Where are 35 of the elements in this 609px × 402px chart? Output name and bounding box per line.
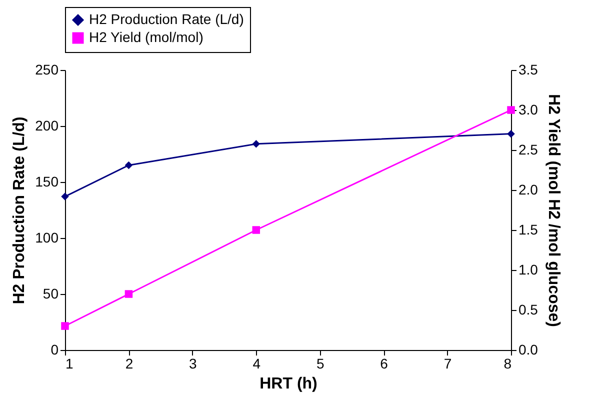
x-axis-title: HRT (h) <box>260 376 318 392</box>
x-tick-label: 1 <box>66 356 74 372</box>
point <box>507 106 515 114</box>
point <box>61 322 69 330</box>
x-tick-label: 8 <box>504 356 512 372</box>
y2-axis-title: H2 Yield (mol H2 /mol glucose) <box>544 94 562 327</box>
legend-label: H2 Yield (mol/mol) <box>89 29 204 45</box>
x-tick-label: 5 <box>316 356 324 372</box>
point <box>124 290 133 298</box>
y-axis-title: H2 Production Rate (L/d) <box>11 116 28 304</box>
y2-tick-label: 2.0 <box>518 182 538 198</box>
y2-tick-label: 1.0 <box>518 262 538 278</box>
y-tick-label: 0 <box>50 342 59 358</box>
point <box>252 140 260 148</box>
x-tick-label: 6 <box>380 356 388 372</box>
y2-tick-label: 0.5 <box>518 302 538 318</box>
y2-tick-label: 1.5 <box>518 222 538 238</box>
y2-tick-label: 3.5 <box>518 62 538 78</box>
x-tick-label: 3 <box>189 356 198 372</box>
y-tick-label: 150 <box>35 174 59 190</box>
y2-tick-label: 3.0 <box>518 102 538 118</box>
y-tick-label: 50 <box>42 286 59 302</box>
y2-tick-label: 2.5 <box>518 142 538 158</box>
y-tick-label: 100 <box>35 230 59 246</box>
y-tick-label: 250 <box>35 62 59 78</box>
point <box>124 161 133 170</box>
y-tick-label: 200 <box>35 118 59 134</box>
x-tick-label: 2 <box>125 356 134 372</box>
x-tick-label: 4 <box>252 356 261 372</box>
x-tick-label: 7 <box>444 356 452 372</box>
point <box>507 130 515 138</box>
legend-label: H2 Production Rate (L/d) <box>89 11 244 27</box>
point <box>252 226 260 234</box>
point <box>61 192 69 200</box>
y2-tick-label: 0.0 <box>518 342 538 358</box>
